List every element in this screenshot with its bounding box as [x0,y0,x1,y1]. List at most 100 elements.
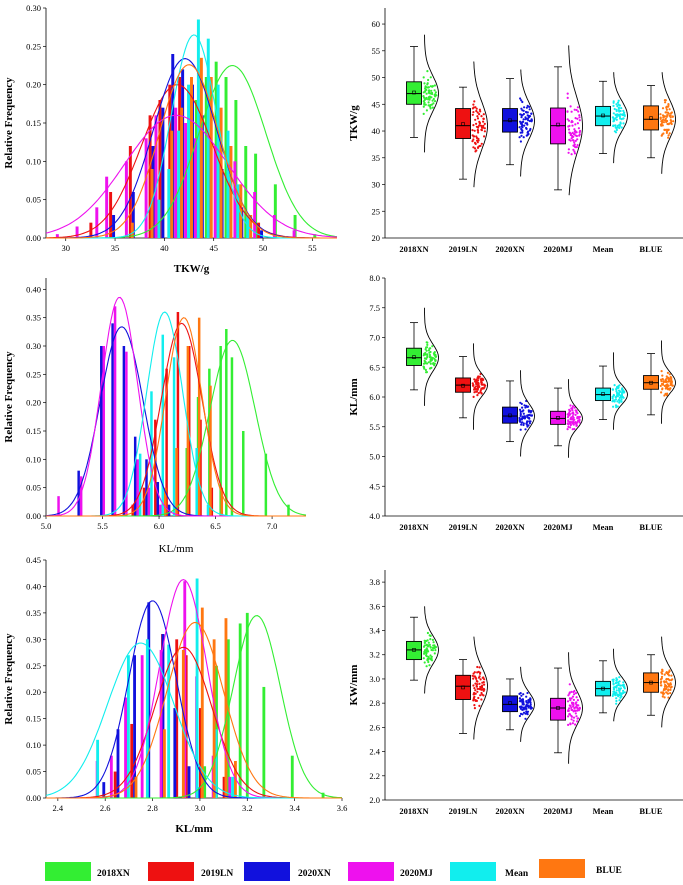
point-2020xn [526,114,529,117]
bar-blue [239,184,243,238]
y-tick-label: 0.25 [26,661,41,671]
point-mean [614,113,617,116]
point-2019ln [473,675,477,678]
point-2018xn [426,355,429,358]
point-2020mj [575,410,578,413]
point-mean [622,117,625,120]
point-2020xn [523,124,526,127]
point-2019ln [472,146,475,149]
mean-marker [508,118,512,123]
point-blue [668,674,671,677]
point-2018xn [422,91,425,94]
violin-outline-2020mj [568,379,583,458]
point-mean [618,401,621,404]
legend-swatch-2019ln [148,862,194,881]
y-tick-label: 3.4 [369,626,380,636]
bar-blue [200,607,204,798]
point-mean [616,105,619,108]
violin-outline-blue [661,340,676,424]
point-2018xn [429,645,432,648]
bar-2020mj [136,459,139,516]
point-2018xn [433,351,436,354]
point-2018xn [425,644,428,647]
point-2020mj [573,141,576,144]
point-2019ln [479,110,482,113]
point-2019ln [477,696,480,700]
point-mean [615,387,618,390]
kw-hist-panel: 0.00 0.05 0.10 0.15 0.20 0.25 0.30 0.35 0.40 0.45… [3,555,347,835]
point-2019ln [472,124,475,127]
box-group-2020xn [502,69,535,177]
point-mean [618,126,621,130]
category-label-2018xn: 2018XN [399,522,429,532]
point-2018xn [425,109,428,112]
category-label-blue: BLUE [639,522,662,532]
bar-2018xn [273,184,277,238]
bar-2018xn [219,346,222,516]
point-2020xn [525,712,529,715]
point-blue [670,382,673,385]
point-blue [667,688,670,691]
y-axis-label: KW/mm [348,665,360,706]
bar-2020xn [187,766,191,798]
legend-swatch-2020mj [348,862,394,881]
mean-marker [601,686,605,691]
point-2019ln [483,130,486,133]
point-2020xn [521,131,524,134]
point-mean [617,681,620,684]
point-2020mj [571,695,575,698]
point-2020xn [520,694,523,697]
point-blue [663,673,666,676]
point-mean [613,107,616,111]
bar-2020xn [112,215,116,238]
point-2018xn [422,76,425,79]
point-blue [661,695,664,698]
bar-mean [138,453,142,516]
point-blue [663,687,667,690]
bar-blue [220,487,224,516]
point-2018xn [427,655,430,659]
point-2019ln [475,684,478,688]
point-2020xn [520,99,523,102]
point-2018xn [428,643,431,646]
y-tick-label: 40 [372,126,381,136]
point-2018xn [433,89,436,92]
y-axis-label: Relative Frequency [3,77,15,169]
point-2020xn [522,118,525,121]
point-2020xn [521,713,524,716]
point-2020xn [524,705,527,709]
point-2020xn [518,419,522,422]
box-2018xn [406,347,422,366]
bars-2020mj [57,306,162,516]
point-blue [672,120,675,123]
point-2019ln [480,392,483,395]
bars-mean [96,578,235,798]
violin-outline-blue [661,72,676,174]
point-blue [666,682,669,685]
point-blue [662,692,666,695]
point-2018xn [433,84,436,87]
point-2020xn [520,423,523,426]
y-tick-label: 2.6 [369,722,380,732]
category-label-2020mj: 2020MJ [543,244,573,254]
point-2020xn [528,105,531,108]
bar-mean [126,655,130,798]
point-2020xn [520,698,523,702]
point-2018xn [423,359,426,362]
y-tick-label: 3.8 [369,577,380,587]
point-2020xn [527,405,530,408]
box-2018xn [406,640,422,661]
point-2019ln [472,111,475,114]
y-tick-label: 2.8 [369,698,380,708]
point-mean [611,116,615,119]
point-2019ln [474,385,477,388]
legend-swatch-2020xn [244,862,290,881]
x-axis-label: KL/mm [159,543,194,555]
bar-2019ln [222,776,226,798]
point-2018xn [430,655,433,658]
point-blue [659,684,663,687]
bar-2019ln [199,419,202,516]
point-2019ln [476,111,479,114]
point-mean [611,388,615,391]
bar-2018xn [245,612,249,798]
